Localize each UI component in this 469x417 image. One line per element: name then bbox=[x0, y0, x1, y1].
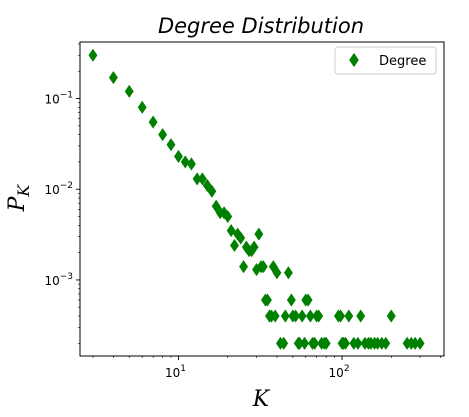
data-point bbox=[158, 127, 168, 142]
data-point bbox=[305, 309, 315, 323]
data-point bbox=[272, 266, 282, 280]
data-point bbox=[353, 336, 363, 350]
data-point bbox=[166, 138, 176, 152]
data-point bbox=[88, 48, 98, 62]
x-tick-label: 102 bbox=[329, 364, 350, 380]
x-tick-base: 10 bbox=[329, 366, 344, 380]
data-point bbox=[415, 336, 425, 350]
legend-marker bbox=[349, 52, 359, 68]
data-point bbox=[229, 238, 239, 253]
y-axis-label-main: P bbox=[5, 195, 30, 212]
data-point bbox=[280, 309, 290, 323]
data-point bbox=[336, 309, 346, 323]
data-point bbox=[124, 84, 134, 98]
y-tick-base: 10 bbox=[44, 93, 59, 107]
x-tick-exponent: 2 bbox=[344, 364, 350, 374]
data-point bbox=[279, 336, 289, 350]
data-point bbox=[236, 231, 246, 245]
data-point bbox=[207, 184, 217, 198]
y-tick-exponent: −3 bbox=[60, 272, 73, 282]
scatter-points bbox=[88, 48, 425, 350]
data-point bbox=[314, 309, 324, 323]
y-tick-exponent: −1 bbox=[60, 91, 73, 101]
data-point bbox=[321, 336, 331, 350]
data-point bbox=[180, 155, 190, 169]
data-point bbox=[303, 293, 313, 307]
x-tick-exponent: 1 bbox=[180, 364, 186, 374]
data-point bbox=[386, 309, 396, 323]
y-axis-label-subscript: K bbox=[14, 184, 33, 198]
y-tick-label: 10−2 bbox=[44, 181, 73, 197]
data-point bbox=[381, 336, 391, 350]
x-tick-label: 101 bbox=[165, 364, 186, 380]
data-point bbox=[300, 336, 310, 350]
data-point bbox=[254, 227, 264, 241]
data-point bbox=[297, 309, 307, 323]
data-point bbox=[286, 293, 296, 307]
legend-frame bbox=[334, 46, 437, 75]
y-tick-base: 10 bbox=[44, 274, 59, 288]
data-point bbox=[310, 336, 320, 350]
data-point bbox=[344, 309, 354, 323]
data-point bbox=[148, 115, 158, 129]
plot-area bbox=[79, 41, 445, 357]
data-point bbox=[108, 70, 118, 85]
data-point bbox=[173, 149, 183, 164]
x-axis-label: K bbox=[252, 387, 271, 412]
data-point bbox=[270, 309, 280, 323]
y-axis-label-text: PK bbox=[5, 184, 33, 213]
data-point bbox=[239, 260, 249, 274]
y-tick-label: 10−1 bbox=[44, 91, 73, 107]
y-tick-exponent: −2 bbox=[60, 181, 73, 191]
data-point bbox=[262, 293, 272, 307]
data-point bbox=[223, 209, 233, 224]
data-point bbox=[249, 240, 259, 254]
data-point bbox=[219, 206, 229, 220]
data-point bbox=[186, 157, 196, 171]
data-point bbox=[283, 266, 293, 280]
data-point bbox=[341, 336, 351, 350]
data-point bbox=[197, 172, 207, 186]
y-tick-label: 10−3 bbox=[44, 272, 73, 288]
legend-label: Degree bbox=[379, 54, 426, 69]
y-axis-label: PK bbox=[5, 184, 33, 213]
x-tick-base: 10 bbox=[165, 366, 180, 380]
chart-title: Degree Distribution bbox=[158, 14, 364, 38]
data-point bbox=[356, 309, 366, 323]
data-point bbox=[291, 309, 301, 323]
data-point bbox=[226, 223, 236, 238]
data-point bbox=[258, 260, 268, 274]
data-point bbox=[137, 100, 147, 114]
x-axis-label-text: K bbox=[252, 387, 271, 412]
y-tick-base: 10 bbox=[44, 183, 59, 197]
legend: Degree bbox=[334, 46, 437, 75]
